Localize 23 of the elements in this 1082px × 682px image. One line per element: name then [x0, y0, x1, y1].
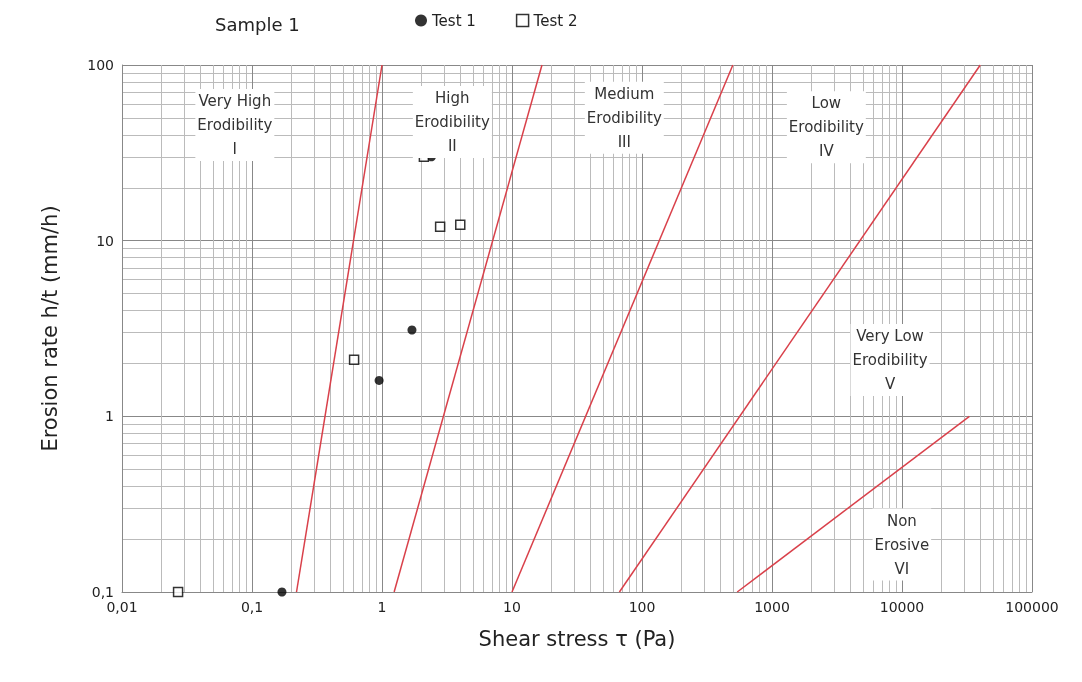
annotation: Very Low Erodibility V: [852, 327, 928, 394]
annotation: Non Erosive VI: [874, 511, 930, 578]
y-axis-title: Erosion rate h/t (mm/h): [37, 205, 62, 452]
legend-label: Test 1: [431, 11, 476, 30]
x-tick-label: 10000: [879, 599, 925, 615]
x-tick-label: 100: [628, 599, 656, 615]
x-tick-label: 0,1: [240, 599, 264, 615]
annotation: Medium Erodibility III: [586, 84, 662, 151]
annotation: High Erodibility II: [414, 88, 490, 155]
x-tick-label: 1000: [754, 599, 790, 615]
x-axis-title: Shear stress τ (Pa): [478, 626, 676, 651]
x-tick-label: 1: [377, 599, 387, 615]
y-tick-label: 100: [87, 57, 114, 73]
x-tick-label: 100000: [1005, 599, 1059, 615]
x-tick-label: 0,01: [106, 599, 138, 615]
legend-label: Test 2: [532, 11, 578, 30]
annotation: Low Erodibility IV: [788, 94, 864, 161]
annotation: Very High Erodibility I: [197, 92, 273, 159]
y-tick-label: 1: [105, 408, 114, 425]
y-tick-label: 0,1: [91, 584, 114, 600]
chart-title: Sample 1: [215, 13, 300, 35]
x-tick-label: 10: [503, 599, 521, 615]
y-tick-label: 10: [96, 232, 114, 249]
